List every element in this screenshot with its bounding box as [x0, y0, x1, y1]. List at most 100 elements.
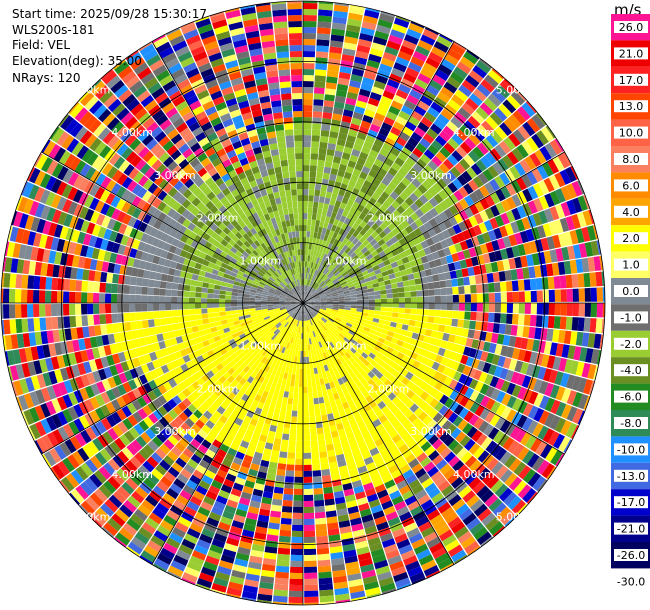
range-gate [327, 449, 336, 457]
range-gate [316, 45, 329, 53]
range-gate [15, 318, 23, 334]
range-gate [492, 161, 504, 175]
range-gate [303, 446, 311, 453]
range-gate [440, 340, 448, 349]
range-gate [351, 448, 362, 457]
range-gate [390, 100, 403, 111]
range-gate [350, 474, 361, 483]
range-gate [392, 298, 400, 303]
range-gate [383, 379, 393, 388]
range-gate [292, 512, 303, 519]
range-gate [452, 303, 459, 311]
range-gate [381, 343, 389, 351]
range-gate [359, 220, 367, 229]
range-gate [361, 285, 368, 291]
range-gate [514, 360, 524, 373]
range-gate [475, 60, 491, 74]
range-gate [363, 326, 371, 332]
range-gate [283, 494, 293, 501]
range-gate [458, 221, 468, 232]
range-gate [348, 179, 357, 188]
range-gate [383, 371, 392, 379]
range-gate [340, 121, 351, 129]
range-gate [312, 275, 317, 282]
range-gate [387, 366, 396, 375]
range-gate [588, 209, 595, 225]
range-gate [386, 195, 395, 205]
range-gate [351, 335, 359, 342]
range-gate [408, 152, 420, 163]
range-gate [27, 275, 35, 289]
range-gate [336, 403, 344, 412]
range-gate [494, 483, 509, 498]
range-gate [319, 451, 328, 459]
range-gate [448, 351, 458, 361]
range-gate [190, 279, 198, 287]
range-gate [385, 316, 392, 322]
range-gate [558, 330, 566, 344]
range-gate [45, 317, 53, 330]
range-gate [358, 88, 371, 98]
range-gate [355, 233, 363, 241]
range-gate [410, 56, 425, 68]
range-gate [207, 312, 215, 318]
range-gate [316, 427, 324, 435]
range-gate [343, 327, 350, 333]
range-gate [195, 308, 202, 315]
range-gate [365, 7, 380, 13]
range-gate [539, 146, 552, 161]
range-gate [401, 177, 411, 187]
range-gate [303, 135, 312, 142]
range-gate [306, 261, 310, 268]
range-gate [430, 123, 442, 135]
range-gate [476, 124, 490, 138]
range-gate [511, 245, 520, 258]
range-gate [476, 485, 490, 499]
range-gate [562, 152, 572, 166]
range-gate [414, 320, 422, 328]
range-gate [425, 27, 439, 36]
range-gate [348, 235, 356, 243]
range-gate [347, 349, 354, 357]
range-gate [291, 410, 298, 417]
range-gate [436, 265, 444, 274]
range-gate [288, 392, 294, 399]
range-gate [321, 317, 328, 322]
range-gate [303, 500, 314, 507]
range-gate [378, 281, 386, 287]
range-gate [310, 350, 315, 357]
range-gate [160, 325, 168, 333]
range-gate [307, 306, 313, 311]
range-gate [312, 386, 318, 393]
range-gate [281, 511, 292, 519]
range-gate [404, 225, 414, 234]
range-gate [349, 338, 357, 345]
range-gate [365, 202, 374, 211]
range-gate [348, 227, 356, 235]
range-gate [338, 242, 346, 250]
range-gate [333, 301, 340, 303]
range-gate [435, 459, 448, 471]
range-gate [499, 367, 509, 380]
range-gate [307, 295, 313, 300]
range-gate [373, 345, 381, 352]
range-gate [364, 436, 374, 446]
range-gate [502, 334, 511, 346]
range-gate [443, 468, 456, 480]
range-gate [310, 281, 314, 287]
range-gate [314, 409, 321, 417]
range-gate [351, 523, 364, 532]
range-gate [544, 397, 556, 412]
range-gate [291, 416, 297, 423]
range-gate [355, 434, 364, 443]
range-gate [249, 297, 256, 301]
range-gate [456, 363, 466, 374]
range-gate [350, 310, 357, 314]
range-gate [310, 428, 317, 435]
range-gate [494, 344, 503, 355]
range-gate [529, 152, 542, 167]
range-gate [357, 393, 366, 402]
range-gate [410, 393, 420, 403]
range-gate [332, 367, 339, 375]
range-gate [361, 476, 372, 486]
